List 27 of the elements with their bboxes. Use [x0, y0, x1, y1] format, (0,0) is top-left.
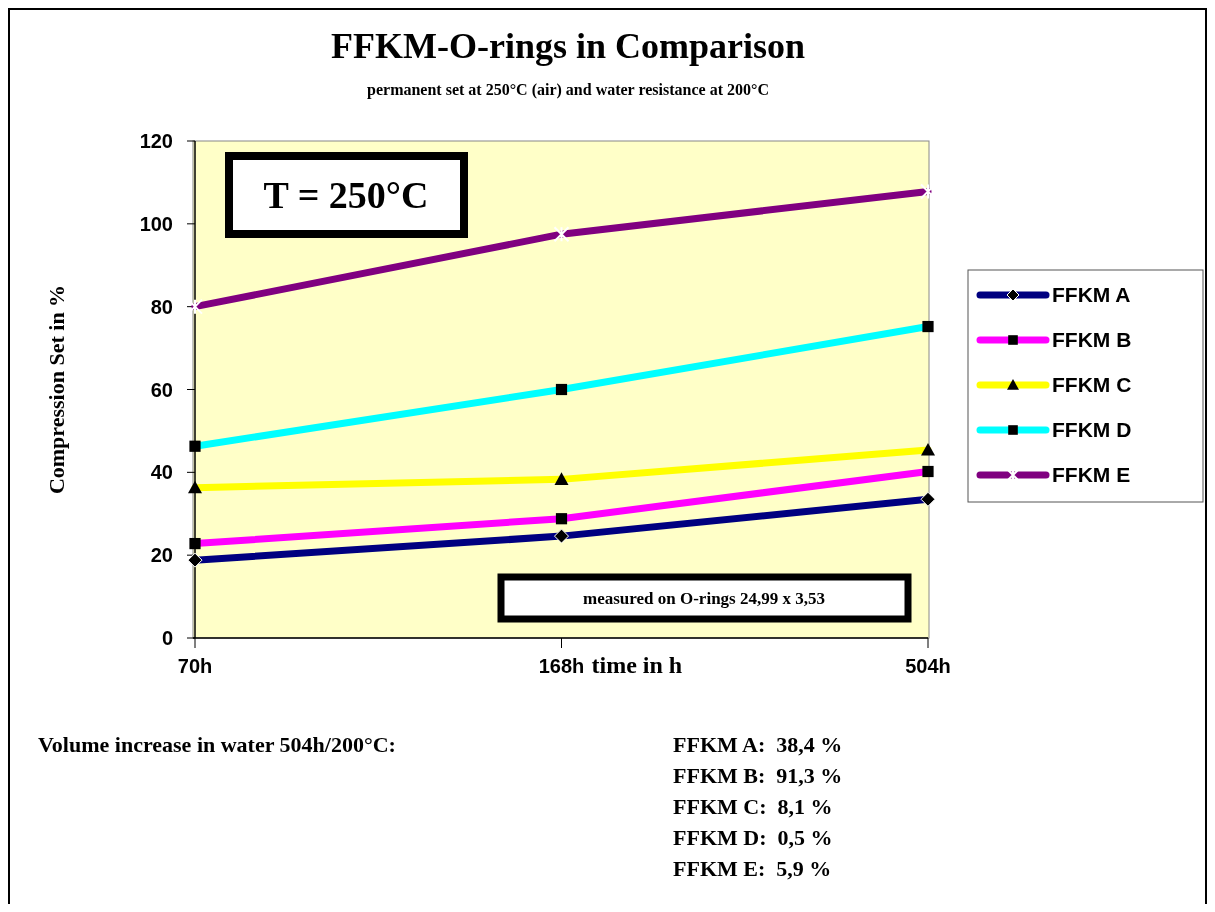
text: FFKM E: 5,9 %	[673, 856, 832, 881]
legend-label: FFKM C	[1052, 373, 1132, 397]
text: FFKM C: 8,1 %	[673, 794, 833, 819]
chart-title: FFKM-O-rings in Comparison	[331, 26, 805, 66]
y-axis-title: Compression Set in %	[44, 284, 69, 495]
y-tick-label: 0	[161, 627, 173, 649]
legend-label: FFKM A	[1052, 283, 1131, 307]
legend-label: FFKM B	[1052, 328, 1132, 352]
y-tick-label: 20	[150, 544, 173, 567]
x-tick-label: 70h	[177, 655, 213, 677]
x-tick-label: 504h	[905, 655, 951, 677]
annotation: measured on O-rings 24,99 x 3,53	[583, 589, 825, 608]
y-tick-label: 40	[150, 461, 173, 484]
legend-label: FFKM D	[1052, 418, 1132, 442]
annotation: T = 250°C	[263, 174, 429, 216]
x-tick-label: 168h	[538, 655, 585, 677]
y-tick-label: 60	[150, 378, 173, 401]
text: FFKM A: 38,4 %	[673, 732, 843, 757]
x-axis-title: time in h	[591, 652, 683, 678]
y-tick-label: 80	[150, 295, 173, 318]
text: FFKM D: 0,5 %	[673, 825, 833, 850]
text: FFKM B: 91,3 %	[673, 763, 843, 788]
text: Volume increase in water 504h/200°C:	[38, 732, 396, 757]
y-tick-label: 100	[139, 212, 173, 235]
y-tick-label: 120	[139, 130, 173, 152]
chart-subtitle: permanent set at 250°C (air) and water resistance at 200°C	[367, 81, 769, 99]
legend-label: FFKM E	[1052, 463, 1131, 487]
